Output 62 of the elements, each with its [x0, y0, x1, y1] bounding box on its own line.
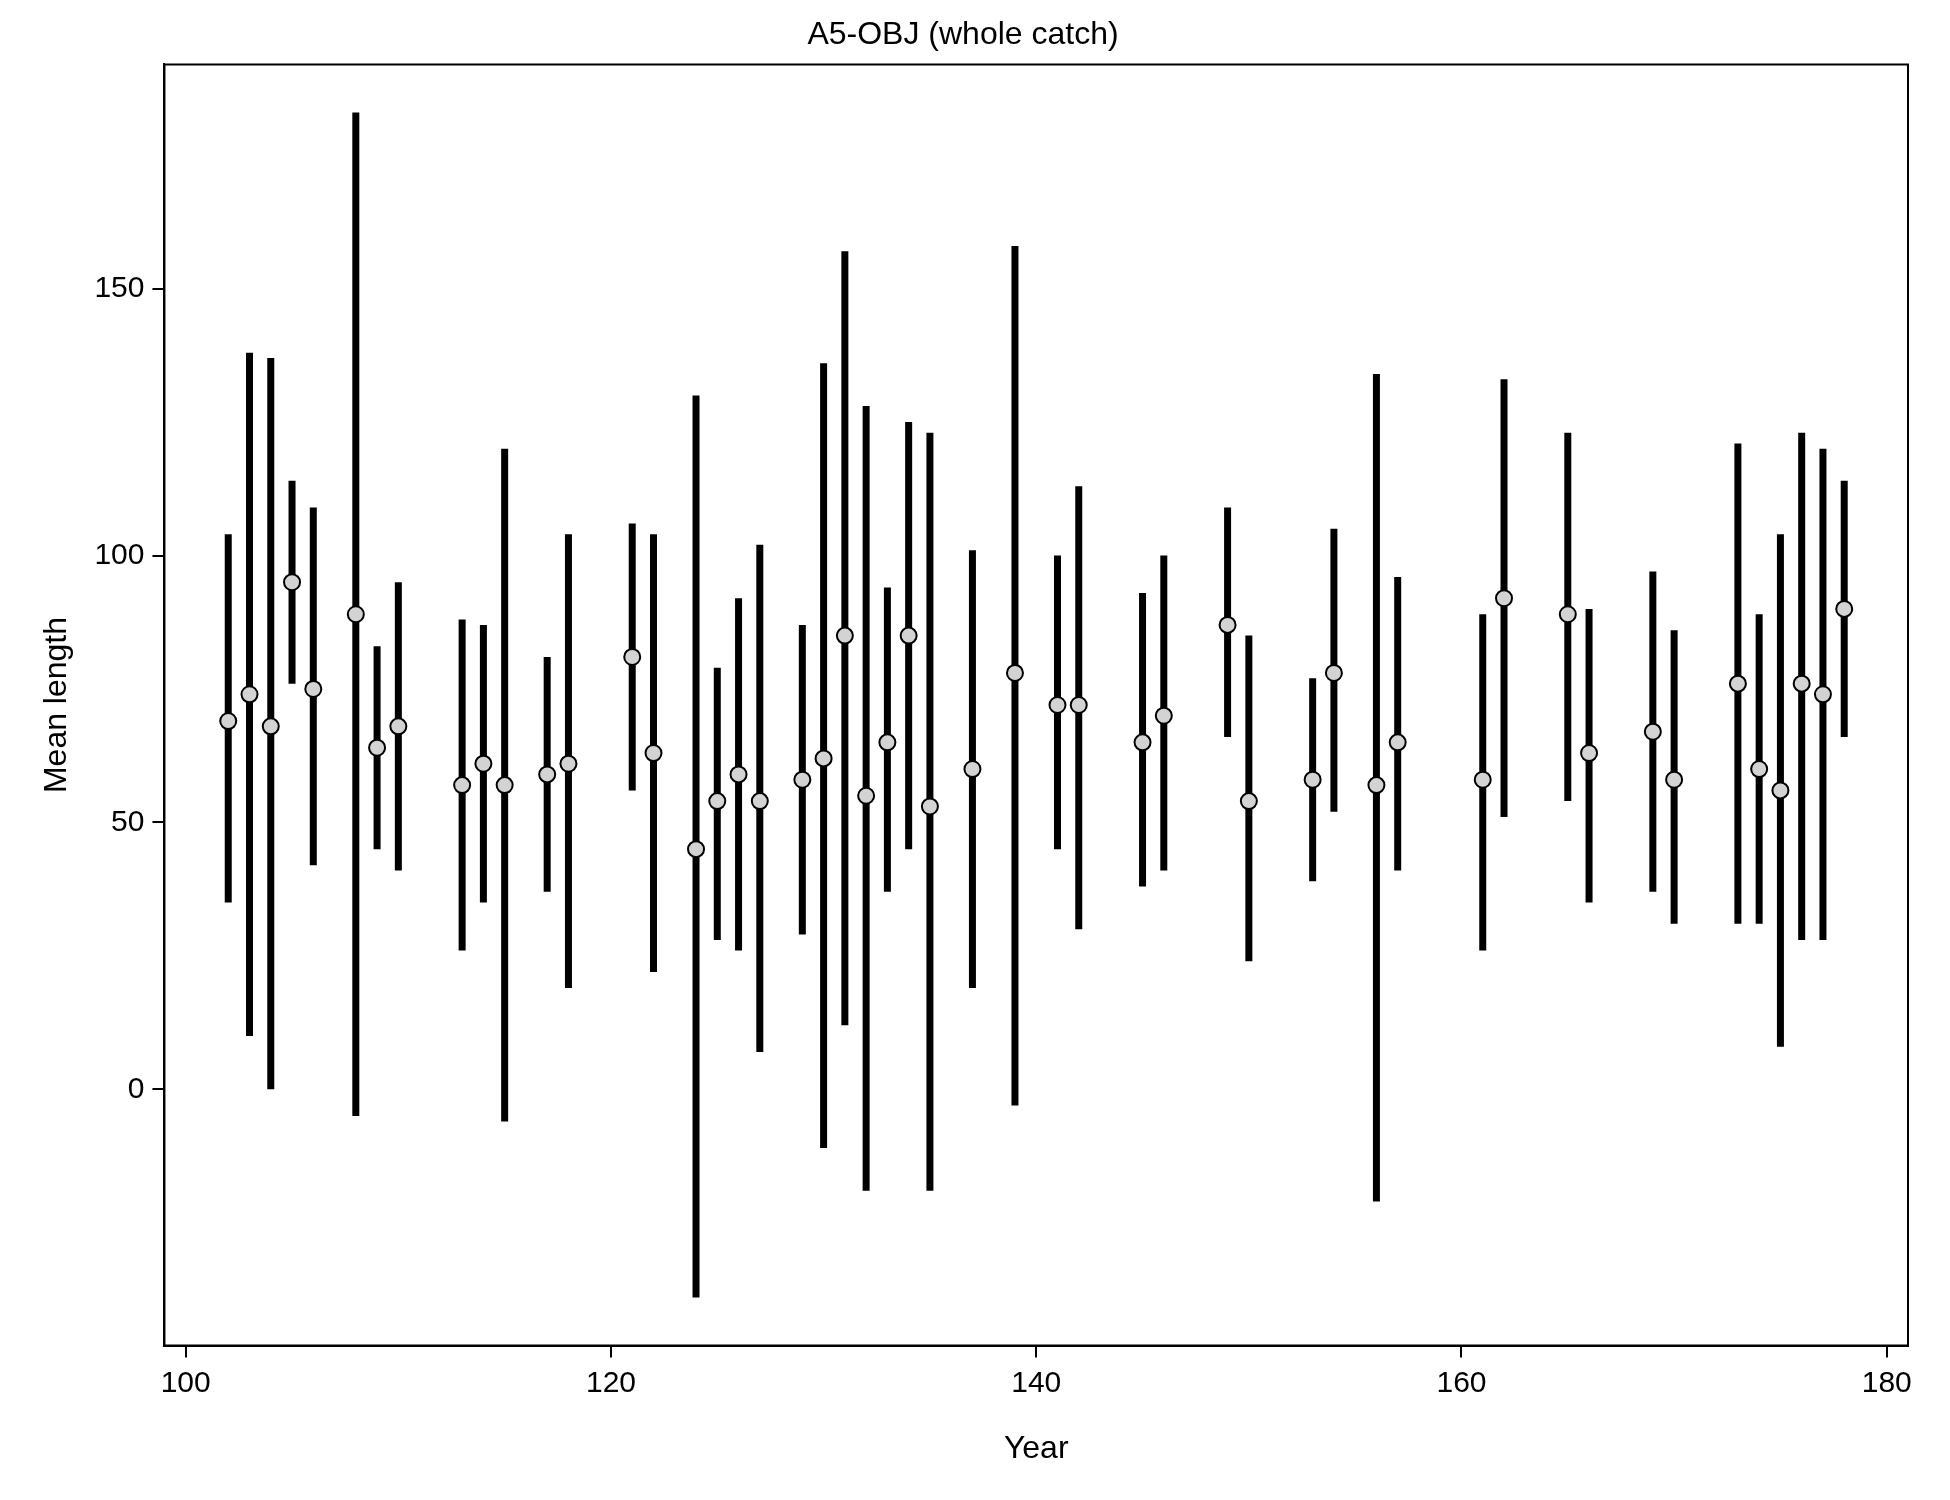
- point: [389, 717, 408, 736]
- x-tick-label: 100: [160, 1364, 211, 1398]
- point: [1048, 696, 1067, 714]
- point: [1133, 733, 1152, 752]
- point: [1005, 663, 1024, 682]
- point: [1324, 663, 1343, 682]
- chart-title: A5-OBJ (whole catch): [807, 15, 1119, 52]
- point: [1750, 760, 1769, 779]
- point: [1388, 733, 1407, 752]
- point: [1643, 722, 1662, 741]
- point: [559, 754, 578, 773]
- point: [304, 679, 323, 698]
- point: [623, 647, 642, 666]
- y-tick-label: 100: [94, 536, 145, 570]
- point: [1665, 770, 1684, 789]
- y-tick-label: 150: [94, 269, 145, 303]
- point: [1495, 589, 1514, 608]
- point: [1218, 615, 1237, 634]
- point: [1558, 605, 1577, 624]
- point: [1303, 770, 1322, 789]
- y-tick-label: 0: [127, 1070, 145, 1104]
- point: [814, 749, 833, 768]
- point: [1771, 781, 1790, 800]
- point: [1239, 792, 1258, 811]
- point: [708, 792, 727, 811]
- point: [240, 685, 259, 704]
- point: [453, 776, 472, 795]
- y-tick-label: 50: [111, 803, 145, 837]
- point: [920, 797, 939, 816]
- point: [1835, 599, 1854, 618]
- point: [346, 605, 365, 624]
- point: [1367, 776, 1386, 795]
- point: [368, 738, 387, 757]
- point: [644, 744, 663, 763]
- point: [899, 626, 918, 645]
- point: [261, 717, 280, 736]
- point: [474, 754, 493, 773]
- y-axis-title: Mean length: [37, 616, 74, 794]
- point: [538, 765, 557, 784]
- x-tick-label: 180: [1861, 1364, 1912, 1398]
- point: [963, 760, 982, 779]
- x-tick-label: 160: [1436, 1364, 1487, 1398]
- point: [1792, 674, 1811, 693]
- point: [1154, 706, 1173, 725]
- point: [878, 733, 897, 752]
- point: [750, 792, 769, 811]
- point: [1580, 744, 1599, 763]
- point: [729, 765, 748, 784]
- point: [495, 776, 514, 795]
- point: [1473, 770, 1492, 789]
- point: [1728, 674, 1747, 693]
- point: [793, 770, 812, 789]
- point: [219, 712, 238, 731]
- x-tick-label: 120: [585, 1364, 636, 1398]
- point: [1813, 685, 1832, 704]
- point: [283, 573, 302, 592]
- x-axis-title: Year: [1003, 1428, 1069, 1465]
- point: [687, 840, 706, 859]
- point: [1069, 696, 1088, 714]
- point: [857, 786, 876, 805]
- point: [835, 626, 854, 645]
- x-tick-label: 140: [1011, 1364, 1062, 1398]
